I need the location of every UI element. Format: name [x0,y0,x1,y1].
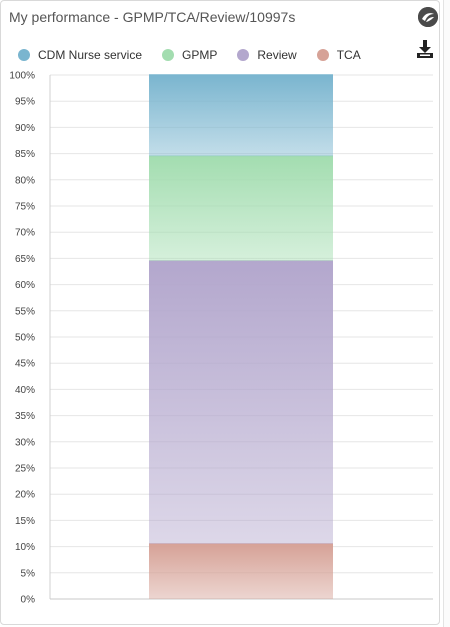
y-tick-label: 70% [15,228,35,239]
legend-label-review: Review [257,48,297,62]
legend-item-gpmp[interactable]: GPMP [162,48,217,62]
right-panel-edge [443,0,450,627]
bar-segment-review[interactable] [149,261,333,544]
y-tick-label: 65% [15,254,35,265]
bar-segment-cdm[interactable] [149,75,333,157]
y-tick-label: 90% [15,123,35,134]
bar-segment-tca[interactable] [149,543,333,599]
download-icon[interactable] [415,39,435,59]
y-tick-label: 85% [15,149,35,160]
legend-swatch-review [237,49,250,61]
chart-legend: CDM Nurse service GPMP Review TCA [18,47,381,63]
y-tick-label: 35% [15,411,35,422]
legend-item-review[interactable]: Review [237,48,297,62]
legend-label-gpmp: GPMP [182,48,218,62]
y-tick-label: 25% [15,464,35,475]
app-logo-icon[interactable] [418,7,438,27]
y-tick-label: 75% [15,202,35,213]
y-tick-label: 80% [15,175,35,186]
legend-item-tca[interactable]: TCA [316,48,361,62]
y-tick-label: 50% [15,333,35,344]
y-tick-label: 15% [15,516,35,527]
y-tick-label: 30% [15,437,35,448]
y-tick-label: 60% [15,280,35,291]
bar-segment-gpmp[interactable] [149,156,333,262]
y-tick-label: 5% [21,568,36,579]
y-tick-label: 95% [15,97,35,108]
y-tick-label: 45% [15,359,35,370]
y-tick-label: 40% [15,385,35,396]
y-tick-label: 20% [15,490,35,501]
legend-label-cdm: CDM Nurse service [38,48,143,62]
y-tick-label: 10% [15,542,35,553]
panel-title: My performance - GPMP/TCA/Review/10997s [9,9,296,25]
y-tick-label: 0% [21,595,36,606]
legend-swatch-tca [316,49,329,61]
legend-swatch-gpmp [162,49,175,61]
legend-label-tca: TCA [336,48,361,62]
y-tick-label: 100% [9,71,35,82]
legend-item-cdm[interactable]: CDM Nurse service [18,48,142,62]
legend-swatch-cdm [18,49,30,61]
y-tick-label: 55% [15,306,35,317]
